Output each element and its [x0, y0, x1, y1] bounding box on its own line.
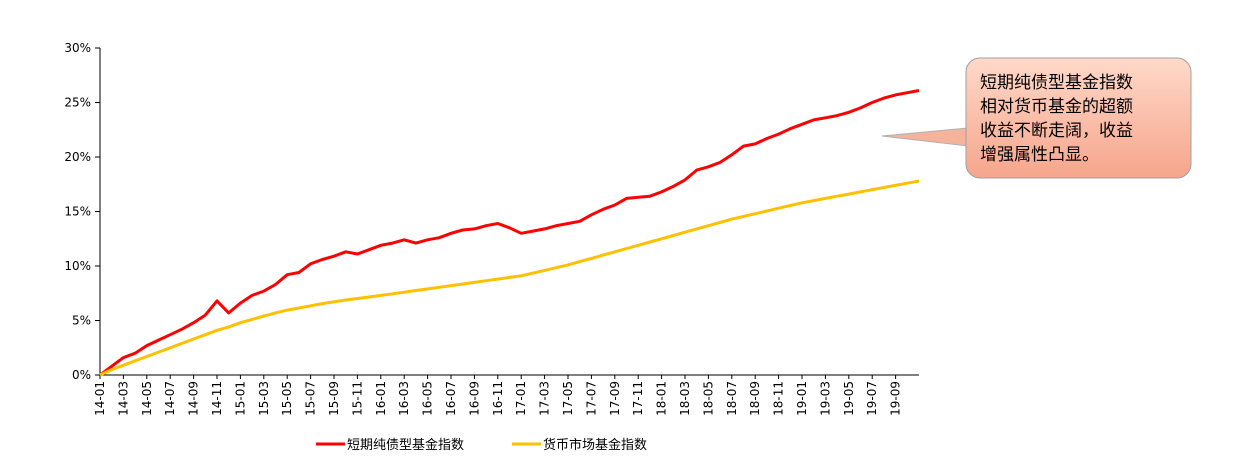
- y-tick-label: 25%: [64, 96, 91, 110]
- callout-line-1: 短期纯债型基金指数: [980, 73, 1133, 93]
- x-tick-label: 16-01: [374, 381, 388, 416]
- x-tick-label: 18-05: [701, 381, 715, 416]
- x-tick-label: 16-09: [467, 381, 481, 416]
- callout-box: [965, 57, 1192, 179]
- x-tick-label: 16-07: [444, 381, 458, 416]
- x-tick-label: 16-11: [491, 381, 505, 416]
- x-tick-label: 17-09: [608, 381, 622, 416]
- x-tick-label: 14-01: [93, 381, 107, 416]
- legend-label-money: 货币市场基金指数: [543, 437, 647, 453]
- x-tick-label: 17-05: [561, 381, 575, 416]
- x-tick-label: 17-03: [538, 381, 552, 416]
- legend: 短期纯债型基金指数 货币市场基金指数: [316, 437, 647, 453]
- x-tick-label: 14-07: [163, 381, 177, 416]
- x-axis-ticks: 14-01 14-03 14-05 14-07 14-09 14-11 15-01 15-03…: [93, 375, 903, 416]
- x-tick-label: 18-09: [748, 381, 762, 416]
- x-tick-label: 14-05: [140, 381, 154, 416]
- x-tick-label: 18-07: [725, 381, 739, 416]
- y-tick-label: 15%: [64, 205, 91, 219]
- series-line-bond-index: [99, 89, 920, 377]
- legend-label-bond: 短期纯债型基金指数: [347, 437, 464, 453]
- x-tick-label: 14-11: [210, 381, 224, 416]
- y-tick-label: 20%: [64, 150, 91, 164]
- x-tick-label: 15-11: [350, 381, 364, 416]
- x-tick-label: 17-01: [514, 381, 528, 416]
- callout-line-4: 增强属性凸显。: [980, 145, 1099, 165]
- series-line-money-index: [99, 179, 920, 377]
- callout-line-2: 相对货币基金的超额: [980, 97, 1133, 117]
- x-tick-label: 16-03: [397, 381, 411, 416]
- x-tick-label: 19-07: [865, 381, 879, 416]
- x-tick-label: 17-11: [631, 381, 645, 416]
- x-tick-label: 19-03: [818, 381, 832, 416]
- x-tick-label: 16-05: [421, 381, 435, 416]
- y-axis-ticks: 0% 5% 10% 15% 20% 25% 30%: [64, 41, 100, 382]
- y-tick-label: 5%: [72, 314, 91, 328]
- x-tick-label: 18-03: [678, 381, 692, 416]
- y-tick-label: 0%: [72, 368, 91, 382]
- x-tick-label: 19-01: [795, 381, 809, 416]
- x-tick-label: 19-05: [842, 381, 856, 416]
- callout-line-3: 收益不断走阔，收益: [980, 121, 1133, 141]
- x-tick-label: 18-01: [655, 381, 669, 416]
- callout-pointer: [881, 127, 969, 147]
- x-tick-label: 15-05: [280, 381, 294, 416]
- y-tick-label: 30%: [64, 41, 91, 55]
- x-tick-label: 18-11: [772, 381, 786, 416]
- x-tick-label: 15-07: [304, 381, 318, 416]
- x-tick-label: 15-09: [327, 381, 341, 416]
- series-layer: [99, 89, 920, 377]
- x-tick-label: 15-03: [257, 381, 271, 416]
- x-tick-label: 19-09: [889, 381, 903, 416]
- callout: 短期纯债型基金指数 相对货币基金的超额 收益不断走阔，收益 增强属性凸显。: [881, 57, 1192, 179]
- y-tick-label: 10%: [64, 259, 91, 273]
- x-tick-label: 17-07: [584, 381, 598, 416]
- x-tick-label: 14-03: [116, 381, 130, 416]
- x-tick-label: 15-01: [233, 381, 247, 416]
- x-tick-label: 14-09: [187, 381, 201, 416]
